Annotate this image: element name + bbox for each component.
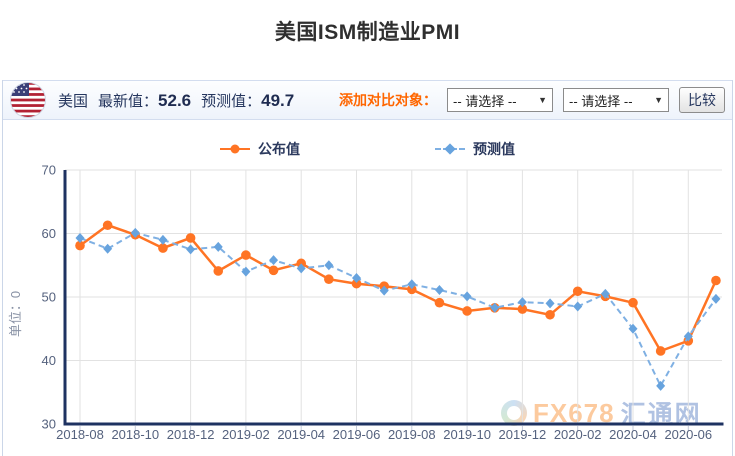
data-point-2018-12-预测值[interactable] [186,244,196,255]
data-point-2018-09-预测值[interactable] [103,243,113,254]
data-point-2019-05-预测值[interactable] [324,260,334,271]
y-tick-label: 60 [42,226,56,241]
data-point-2020-06-预测值[interactable] [683,331,693,342]
data-point-2019-04-预测值[interactable] [296,263,306,274]
data-point-2020-01-预测值[interactable] [545,298,555,309]
legend-item-forecast[interactable]: 预测值 [435,139,515,159]
data-point-2018-11-公布值[interactable] [158,243,168,253]
x-tick-label: 2020-04 [609,427,657,442]
chevron-down-icon: ▼ [538,95,547,105]
latest-label: 最新值： [98,92,159,110]
data-point-2020-05-公布值[interactable] [655,346,666,356]
data-point-2018-08-公布值[interactable] [75,240,85,251]
y-axis-line [63,170,67,424]
data-point-2019-06-公布值[interactable] [351,278,362,289]
widget-left-border [2,80,3,456]
chart-legend: 公布值 预测值 [0,138,735,160]
data-point-2020-05-预测值[interactable] [656,380,666,391]
forecast-label: 预测值： [201,92,262,110]
data-point-2018-12-公布值[interactable] [185,233,196,243]
page-title: 美国ISM制造业PMI [274,21,461,44]
x-tick-label: 2020-06 [664,427,712,442]
chevron-down-icon: ▼ [654,95,663,105]
data-point-2019-12-公布值[interactable] [517,304,528,314]
data-point-2020-01-公布值[interactable] [545,309,555,320]
legend-item-published[interactable]: 公布值 [220,139,300,159]
data-point-2019-01-预测值[interactable] [213,241,223,252]
data-point-2020-04-预测值[interactable] [628,323,638,334]
data-point-2019-09-公布值[interactable] [434,297,445,308]
data-point-2019-11-预测值[interactable] [490,302,500,313]
x-tick-label: 2019-04 [277,427,325,442]
x-tick-label: 2019-02 [222,427,270,442]
y-tick-label: 70 [42,164,56,178]
x-tick-label: 2018-08 [56,427,104,442]
latest-value-group: 最新值：52.6 [98,90,191,111]
legend-label: 公布值 [258,141,300,157]
diamond-marker-icon [444,143,456,155]
x-tick-label: 2019-10 [443,427,491,442]
data-point-2019-07-预测值[interactable] [379,285,389,296]
compare-button[interactable]: 比较 [679,87,725,113]
data-point-2019-01-公布值[interactable] [213,266,224,276]
legend-label: 预测值 [473,141,515,157]
y-tick-label: 30 [42,417,56,432]
series-line-预测值[interactable] [79,231,717,389]
x-tick-label: 2020-02 [554,427,602,442]
x-tick-label: 2019-08 [388,427,436,442]
data-point-2020-02-公布值[interactable] [572,286,583,297]
x-tick-label: 2018-10 [111,427,159,442]
data-point-2019-02-公布值[interactable] [241,250,251,260]
latest-value: 52.6 [158,90,192,110]
x-tick-label: 2019-12 [499,427,547,442]
data-point-2019-03-预测值[interactable] [269,255,279,266]
forecast-line-marker-icon [435,143,465,155]
y-axis-title: 单位：0 [8,291,23,337]
data-point-2018-09-公布值[interactable] [102,220,113,231]
data-point-2019-02-预测值[interactable] [241,266,251,277]
add-compare-label: 添加对比对象： [339,92,437,108]
data-point-2019-08-公布值[interactable] [407,284,417,295]
data-point-2018-11-预测值[interactable] [158,234,168,245]
published-line-marker-icon [220,144,250,154]
data-point-2020-07-预测值[interactable] [711,293,721,304]
data-point-2018-08-预测值[interactable] [75,232,85,243]
data-point-2019-03-公布值[interactable] [268,265,279,276]
widget-right-border [732,80,733,456]
data-point-2020-07-公布值[interactable] [711,275,721,286]
forecast-value: 49.7 [261,90,295,110]
data-point-2020-03-预测值[interactable] [600,288,610,299]
forecast-value-group: 预测值：49.7 [201,90,294,111]
country-label: 美国 [58,92,89,110]
data-point-2019-05-公布值[interactable] [324,274,334,285]
us-flag-icon [10,82,46,118]
x-tick-label: 2018-12 [167,427,215,442]
circle-marker-icon [230,144,240,154]
data-point-2019-10-预测值[interactable] [462,291,472,302]
toolbar: 美国 最新值：52.6 预测值：49.7 添加对比对象： -- 请选择 -- ▼… [3,80,732,120]
data-point-2019-06-预测值[interactable] [352,272,361,283]
data-point-2019-04-公布值[interactable] [296,258,307,269]
compare-select-2-value: -- 请选择 -- [569,93,633,109]
data-point-2018-10-预测值[interactable] [130,227,140,238]
y-tick-label: 50 [42,290,56,305]
compare-select-1-value: -- 请选择 -- [453,93,517,109]
data-point-2019-08-预测值[interactable] [407,279,417,290]
data-point-2020-02-预测值[interactable] [573,301,583,312]
compare-select-2[interactable]: -- 请选择 -- ▼ [563,88,669,112]
data-point-2019-12-预测值[interactable] [517,297,527,308]
x-axis-line [63,422,724,426]
x-tick-label: 2019-06 [333,427,381,442]
y-tick-label: 40 [42,353,56,368]
compare-select-1[interactable]: -- 请选择 -- ▼ [447,88,553,112]
data-point-2020-04-公布值[interactable] [628,297,638,308]
data-point-2019-10-公布值[interactable] [462,306,472,316]
data-point-2019-09-预测值[interactable] [434,285,444,296]
